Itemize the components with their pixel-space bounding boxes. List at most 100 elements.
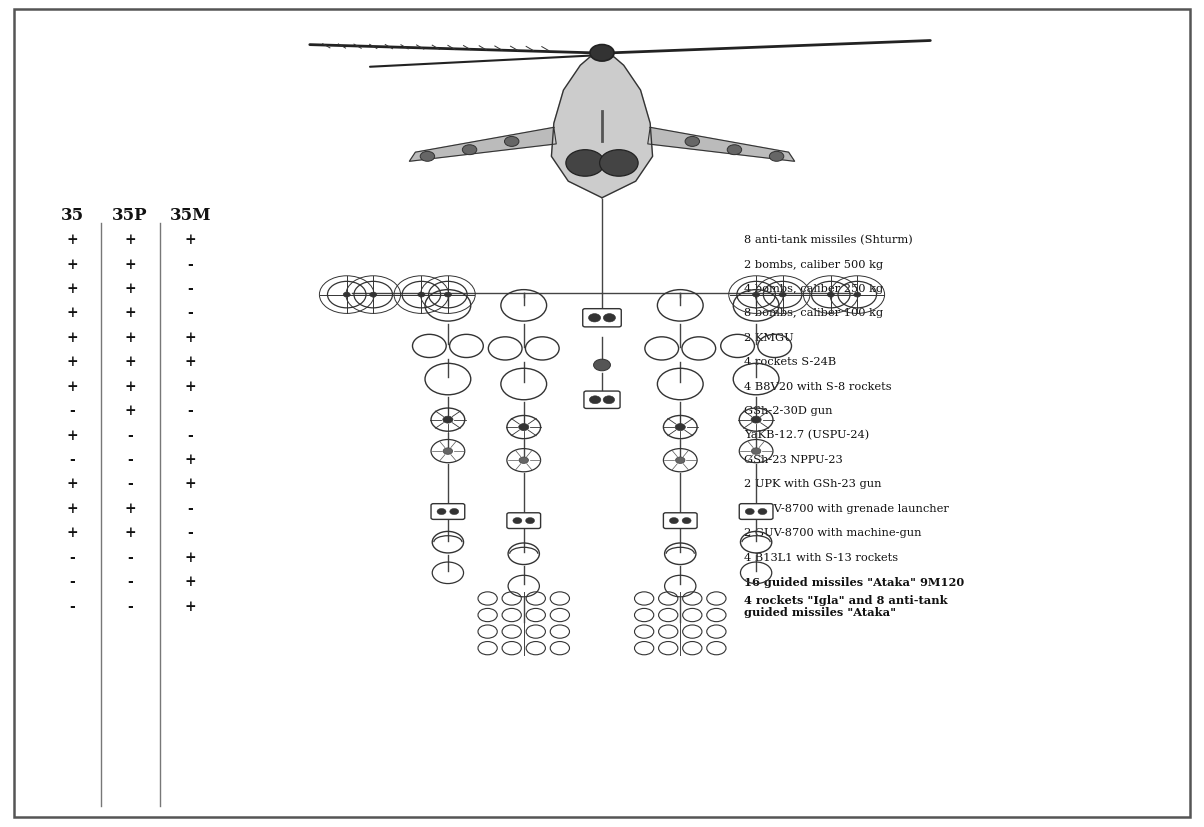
Text: +: + [66,306,78,320]
Circle shape [769,152,784,162]
Circle shape [443,417,453,423]
Circle shape [443,448,453,455]
Text: +: + [124,282,136,295]
Circle shape [420,152,435,162]
Circle shape [854,293,861,298]
Text: +: + [124,306,136,320]
Text: 2 bombs, caliber 500 kg: 2 bombs, caliber 500 kg [744,259,884,270]
Circle shape [418,293,425,298]
Text: 4 rockets "Igla" and 8 anti-tank
guided missiles "Ataka": 4 rockets "Igla" and 8 anti-tank guided … [744,594,948,618]
Polygon shape [551,56,653,198]
FancyBboxPatch shape [663,514,697,529]
Text: +: + [66,282,78,295]
Text: 4 bombs, caliber 250 kg: 4 bombs, caliber 250 kg [744,284,884,294]
Text: 8 anti-tank missiles (Shturm): 8 anti-tank missiles (Shturm) [744,235,913,245]
Text: +: + [184,380,196,393]
Circle shape [450,509,459,515]
Circle shape [751,448,761,455]
Circle shape [370,293,377,298]
Polygon shape [409,128,556,162]
FancyBboxPatch shape [584,392,620,409]
Text: +: + [124,526,136,539]
Circle shape [444,293,452,298]
Circle shape [685,137,700,147]
Text: 35P: 35P [112,207,148,223]
Text: -: - [128,575,132,588]
FancyBboxPatch shape [583,309,621,327]
Text: 4 GUV-8700 with grenade launcher: 4 GUV-8700 with grenade launcher [744,503,949,514]
Circle shape [603,396,614,404]
FancyBboxPatch shape [431,504,465,520]
Text: -: - [128,428,132,442]
Text: +: + [124,257,136,271]
Circle shape [437,509,445,515]
Text: 4 rockets S-24B: 4 rockets S-24B [744,356,837,367]
Circle shape [504,137,519,147]
Text: 2 KMGU: 2 KMGU [744,332,793,342]
Text: +: + [184,575,196,588]
Circle shape [751,417,761,423]
Text: +: + [66,380,78,393]
Polygon shape [648,128,795,162]
Text: +: + [184,233,196,246]
Text: 2 UPK with GSh-23 gun: 2 UPK with GSh-23 gun [744,479,881,489]
Text: 16 guided missiles "Ataka" 9M120: 16 guided missiles "Ataka" 9M120 [744,576,964,587]
Text: 2 GUV-8700 with machine-gun: 2 GUV-8700 with machine-gun [744,528,921,538]
Text: -: - [128,550,132,564]
Text: GSh-23 NPPU-23: GSh-23 NPPU-23 [744,454,843,465]
Text: 35: 35 [60,207,84,223]
Circle shape [759,509,767,515]
Circle shape [683,518,691,524]
FancyBboxPatch shape [507,514,541,529]
Text: -: - [70,404,75,418]
Circle shape [727,146,742,155]
Circle shape [462,146,477,155]
Circle shape [590,396,601,404]
Text: +: + [124,404,136,418]
Circle shape [603,314,615,323]
Circle shape [675,424,685,431]
Text: -: - [188,526,193,539]
Circle shape [519,457,529,464]
Text: +: + [66,428,78,442]
Text: +: + [66,331,78,344]
Circle shape [745,509,754,515]
Circle shape [526,518,535,524]
Circle shape [343,293,350,298]
Text: -: - [128,452,132,466]
Text: -: - [70,452,75,466]
Text: +: + [184,477,196,490]
Circle shape [590,45,614,62]
Circle shape [675,457,685,464]
Circle shape [594,360,610,371]
Circle shape [600,151,638,177]
Text: -: - [188,282,193,295]
Text: -: - [188,501,193,515]
Text: +: + [184,599,196,613]
Text: +: + [66,355,78,369]
Text: -: - [128,599,132,613]
Circle shape [752,293,760,298]
Text: -: - [70,550,75,564]
Text: GSh-2-30D gun: GSh-2-30D gun [744,405,833,416]
Text: +: + [124,380,136,393]
Text: -: - [188,257,193,271]
Text: -: - [188,404,193,418]
Circle shape [827,293,834,298]
Text: +: + [66,526,78,539]
Text: -: - [188,306,193,320]
Text: +: + [124,355,136,369]
Text: -: - [70,599,75,613]
Text: +: + [184,550,196,564]
Text: +: + [66,477,78,490]
Circle shape [513,518,521,524]
Circle shape [779,293,786,298]
Text: +: + [66,233,78,246]
FancyBboxPatch shape [739,504,773,520]
Circle shape [589,314,601,323]
Text: +: + [124,331,136,344]
Circle shape [519,424,529,431]
Text: 35M: 35M [170,207,211,223]
Text: -: - [188,428,193,442]
Text: 4 B13L1 with S-13 rockets: 4 B13L1 with S-13 rockets [744,552,898,562]
